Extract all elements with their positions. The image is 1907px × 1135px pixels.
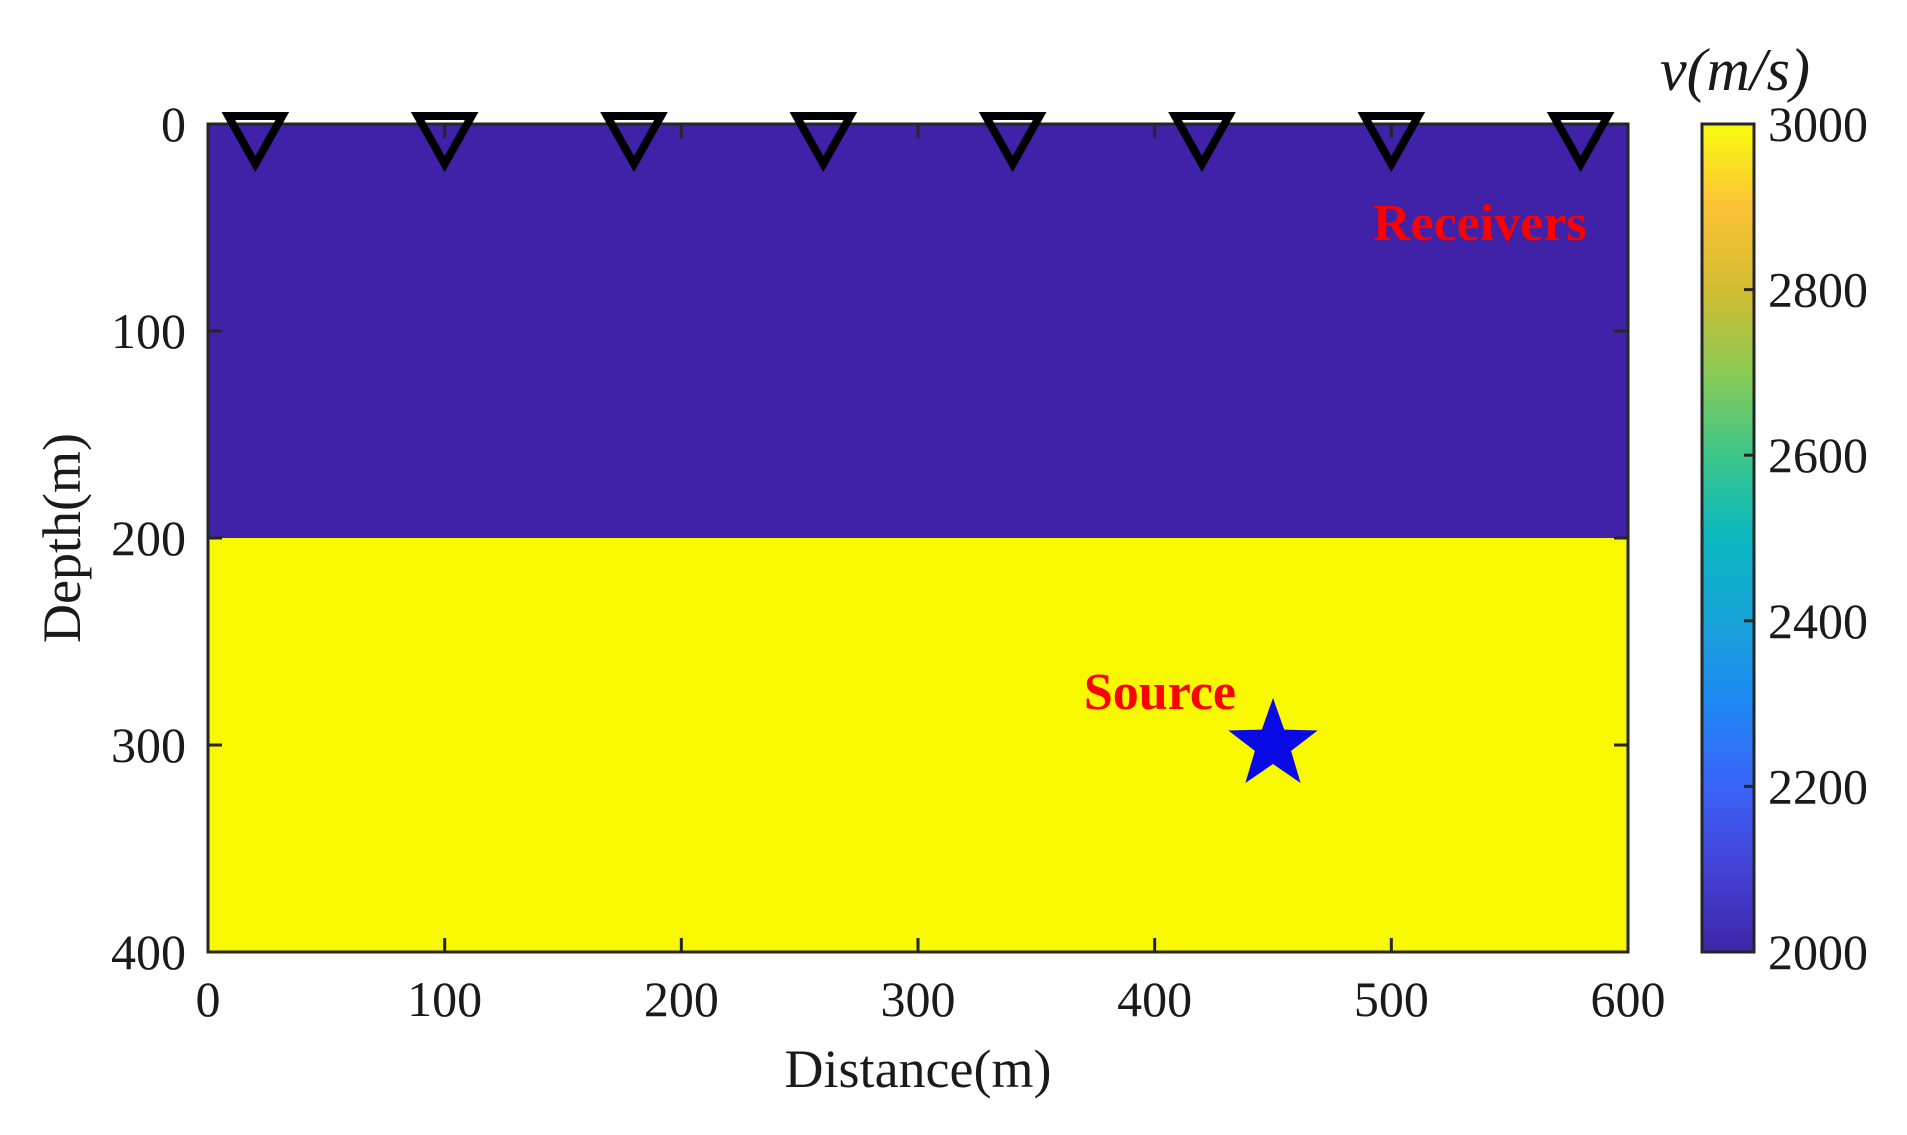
receiver-marker (221, 112, 290, 173)
colorbar-tick-label: 3000 (1768, 96, 1868, 152)
velocity-layer-1 (208, 124, 1628, 538)
y-tick-label: 400 (111, 924, 186, 980)
receiver-marker (1357, 112, 1426, 173)
colorbar-tick-label: 2400 (1768, 593, 1868, 649)
source-label: Source (1084, 664, 1236, 721)
colorbar-tick-label: 2800 (1768, 262, 1868, 318)
x-axis-label: Distance(m) (785, 1039, 1052, 1099)
y-tick-label: 300 (111, 717, 186, 773)
y-tick-label: 200 (111, 510, 186, 566)
x-axis: 0 100 200 300 400 500 600 (196, 124, 1666, 1027)
colorbar-ticks: 2000 2200 2400 2600 2800 3000 (1744, 96, 1868, 980)
receiver-marker (1168, 112, 1236, 173)
receiver-marker (410, 112, 479, 173)
x-tick-label: 100 (407, 971, 482, 1027)
colorbar-tick-label: 2000 (1768, 924, 1868, 980)
velocity-layer-2 (208, 538, 1628, 952)
y-axis: 0 100 200 300 400 (111, 96, 1628, 980)
receiver-marker (978, 112, 1047, 173)
velocity-layers (208, 124, 1628, 952)
x-tick-label: 300 (881, 971, 956, 1027)
y-tick-label: 0 (161, 96, 186, 152)
receivers-label: Receivers (1373, 195, 1587, 252)
x-tick-label: 400 (1117, 971, 1192, 1027)
y-tick-label: 100 (111, 303, 186, 359)
y-axis-label: Depth(m) (32, 433, 92, 643)
receiver-marker (1546, 112, 1615, 173)
receiver-marker (789, 112, 858, 173)
source-star-marker (1228, 698, 1318, 783)
x-tick-label: 600 (1591, 971, 1666, 1027)
colorbar-title: v(m/s) (1660, 37, 1810, 103)
colorbar-tick-label: 2600 (1768, 427, 1868, 483)
x-tick-label: 500 (1354, 971, 1429, 1027)
receivers (221, 112, 1615, 173)
receiver-marker (600, 112, 668, 173)
colorbar (1700, 122, 1756, 954)
x-tick-label: 200 (644, 971, 719, 1027)
colorbar-tick-label: 2200 (1768, 758, 1868, 814)
x-tick-label: 0 (196, 971, 221, 1027)
